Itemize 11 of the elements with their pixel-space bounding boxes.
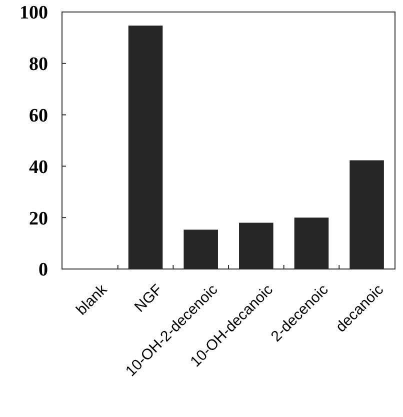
y-tick-label: 20 [29, 208, 48, 230]
bar [184, 230, 218, 269]
y-tick-label: 100 [20, 2, 48, 24]
bar [294, 218, 329, 269]
bar [128, 26, 163, 269]
y-tick-label: 60 [29, 105, 48, 126]
y-tick-label: 80 [29, 54, 48, 76]
bar [350, 160, 384, 269]
bar [239, 222, 274, 269]
y-tick-label: 0 [38, 260, 48, 281]
y-tick-label: 40 [29, 156, 48, 178]
